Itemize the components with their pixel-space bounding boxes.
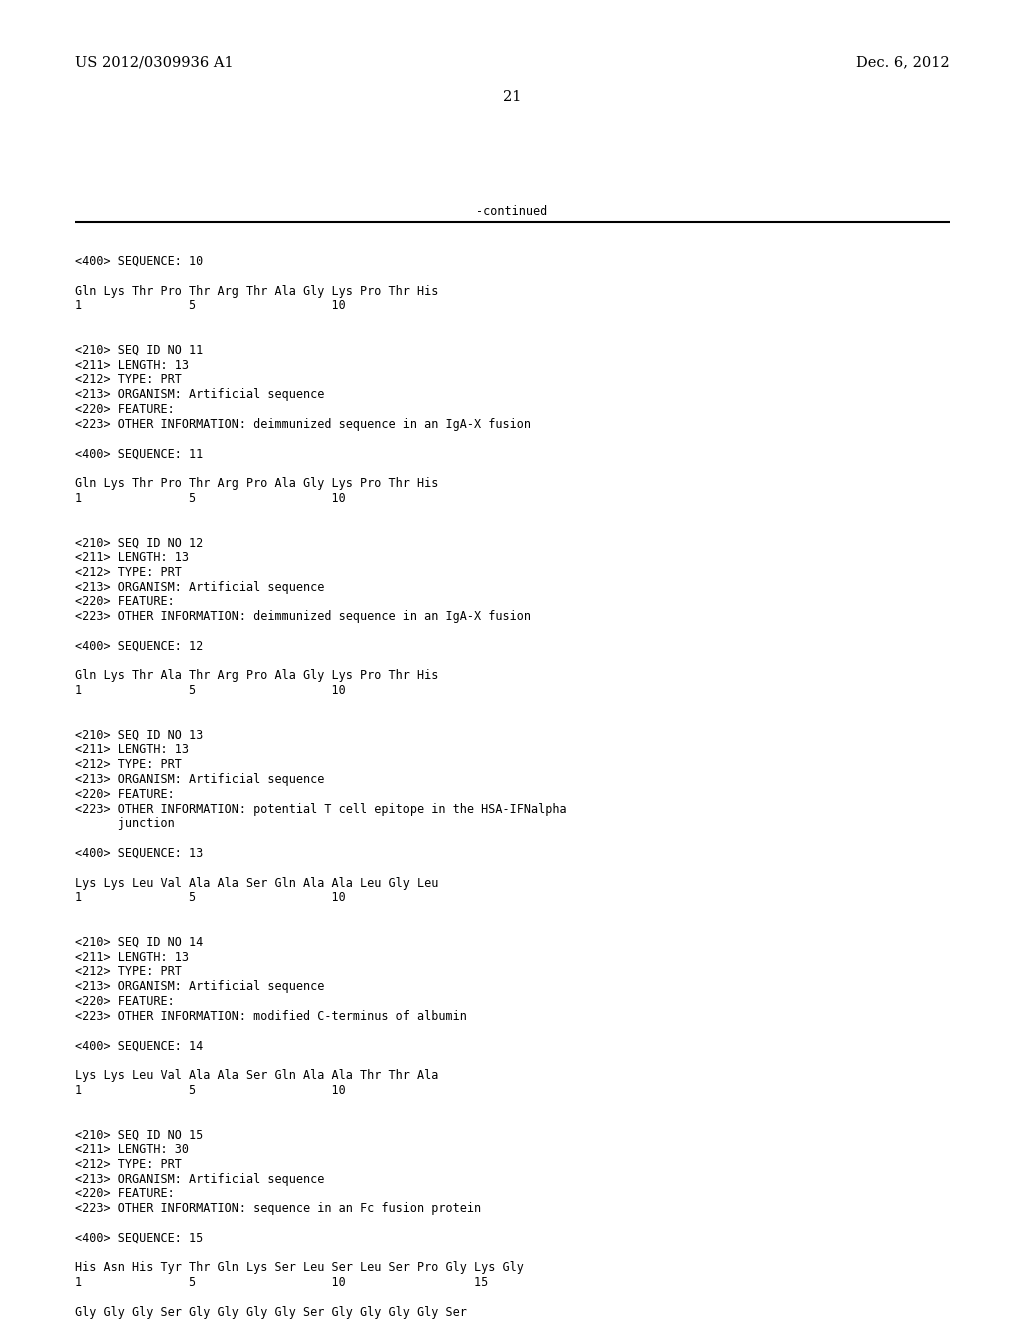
Text: <211> LENGTH: 13: <211> LENGTH: 13 — [75, 950, 189, 964]
Text: <400> SEQUENCE: 11: <400> SEQUENCE: 11 — [75, 447, 203, 461]
Text: 1               5                   10: 1 5 10 — [75, 891, 346, 904]
Text: Gly Gly Gly Ser Gly Gly Gly Gly Ser Gly Gly Gly Gly Ser: Gly Gly Gly Ser Gly Gly Gly Gly Ser Gly … — [75, 1305, 467, 1319]
Text: <220> FEATURE:: <220> FEATURE: — [75, 1188, 175, 1200]
Text: Gln Lys Thr Ala Thr Arg Pro Ala Gly Lys Pro Thr His: Gln Lys Thr Ala Thr Arg Pro Ala Gly Lys … — [75, 669, 438, 682]
Text: <400> SEQUENCE: 13: <400> SEQUENCE: 13 — [75, 847, 203, 861]
Text: <212> TYPE: PRT: <212> TYPE: PRT — [75, 374, 182, 387]
Text: <400> SEQUENCE: 14: <400> SEQUENCE: 14 — [75, 1039, 203, 1052]
Text: <210> SEQ ID NO 14: <210> SEQ ID NO 14 — [75, 936, 203, 949]
Text: <212> TYPE: PRT: <212> TYPE: PRT — [75, 758, 182, 771]
Text: Lys Lys Leu Val Ala Ala Ser Gln Ala Ala Thr Thr Ala: Lys Lys Leu Val Ala Ala Ser Gln Ala Ala … — [75, 1069, 438, 1082]
Text: <223> OTHER INFORMATION: deimmunized sequence in an IgA-X fusion: <223> OTHER INFORMATION: deimmunized seq… — [75, 418, 531, 430]
Text: <211> LENGTH: 13: <211> LENGTH: 13 — [75, 550, 189, 564]
Text: <400> SEQUENCE: 10: <400> SEQUENCE: 10 — [75, 255, 203, 268]
Text: US 2012/0309936 A1: US 2012/0309936 A1 — [75, 55, 233, 69]
Text: <213> ORGANISM: Artificial sequence: <213> ORGANISM: Artificial sequence — [75, 774, 325, 785]
Text: 1               5                   10                  15: 1 5 10 15 — [75, 1276, 488, 1290]
Text: Dec. 6, 2012: Dec. 6, 2012 — [856, 55, 950, 69]
Text: Lys Lys Leu Val Ala Ala Ser Gln Ala Ala Leu Gly Leu: Lys Lys Leu Val Ala Ala Ser Gln Ala Ala … — [75, 876, 438, 890]
Text: 1               5                   10: 1 5 10 — [75, 684, 346, 697]
Text: <212> TYPE: PRT: <212> TYPE: PRT — [75, 965, 182, 978]
Text: -continued: -continued — [476, 205, 548, 218]
Text: Gln Lys Thr Pro Thr Arg Pro Ala Gly Lys Pro Thr His: Gln Lys Thr Pro Thr Arg Pro Ala Gly Lys … — [75, 477, 438, 490]
Text: 1               5                   10: 1 5 10 — [75, 300, 346, 313]
Text: <213> ORGANISM: Artificial sequence: <213> ORGANISM: Artificial sequence — [75, 388, 325, 401]
Text: 1               5                   10: 1 5 10 — [75, 492, 346, 504]
Text: <213> ORGANISM: Artificial sequence: <213> ORGANISM: Artificial sequence — [75, 1172, 325, 1185]
Text: <220> FEATURE:: <220> FEATURE: — [75, 595, 175, 609]
Text: <400> SEQUENCE: 12: <400> SEQUENCE: 12 — [75, 640, 203, 653]
Text: <223> OTHER INFORMATION: deimmunized sequence in an IgA-X fusion: <223> OTHER INFORMATION: deimmunized seq… — [75, 610, 531, 623]
Text: 1               5                   10: 1 5 10 — [75, 1084, 346, 1097]
Text: <211> LENGTH: 13: <211> LENGTH: 13 — [75, 359, 189, 372]
Text: Gln Lys Thr Pro Thr Arg Thr Ala Gly Lys Pro Thr His: Gln Lys Thr Pro Thr Arg Thr Ala Gly Lys … — [75, 285, 438, 297]
Text: <223> OTHER INFORMATION: potential T cell epitope in the HSA-IFNalpha: <223> OTHER INFORMATION: potential T cel… — [75, 803, 566, 816]
Text: <223> OTHER INFORMATION: sequence in an Fc fusion protein: <223> OTHER INFORMATION: sequence in an … — [75, 1203, 481, 1216]
Text: <211> LENGTH: 13: <211> LENGTH: 13 — [75, 743, 189, 756]
Text: <220> FEATURE:: <220> FEATURE: — [75, 403, 175, 416]
Text: <212> TYPE: PRT: <212> TYPE: PRT — [75, 566, 182, 578]
Text: <213> ORGANISM: Artificial sequence: <213> ORGANISM: Artificial sequence — [75, 981, 325, 993]
Text: His Asn His Tyr Thr Gln Lys Ser Leu Ser Leu Ser Pro Gly Lys Gly: His Asn His Tyr Thr Gln Lys Ser Leu Ser … — [75, 1262, 524, 1274]
Text: <212> TYPE: PRT: <212> TYPE: PRT — [75, 1158, 182, 1171]
Text: <223> OTHER INFORMATION: modified C-terminus of albumin: <223> OTHER INFORMATION: modified C-term… — [75, 1010, 467, 1023]
Text: <400> SEQUENCE: 15: <400> SEQUENCE: 15 — [75, 1232, 203, 1245]
Text: <220> FEATURE:: <220> FEATURE: — [75, 995, 175, 1008]
Text: <213> ORGANISM: Artificial sequence: <213> ORGANISM: Artificial sequence — [75, 581, 325, 594]
Text: <210> SEQ ID NO 13: <210> SEQ ID NO 13 — [75, 729, 203, 742]
Text: junction: junction — [75, 817, 175, 830]
Text: <210> SEQ ID NO 11: <210> SEQ ID NO 11 — [75, 343, 203, 356]
Text: <220> FEATURE:: <220> FEATURE: — [75, 788, 175, 801]
Text: 21: 21 — [503, 90, 521, 104]
Text: <210> SEQ ID NO 15: <210> SEQ ID NO 15 — [75, 1129, 203, 1142]
Text: <211> LENGTH: 30: <211> LENGTH: 30 — [75, 1143, 189, 1156]
Text: <210> SEQ ID NO 12: <210> SEQ ID NO 12 — [75, 536, 203, 549]
